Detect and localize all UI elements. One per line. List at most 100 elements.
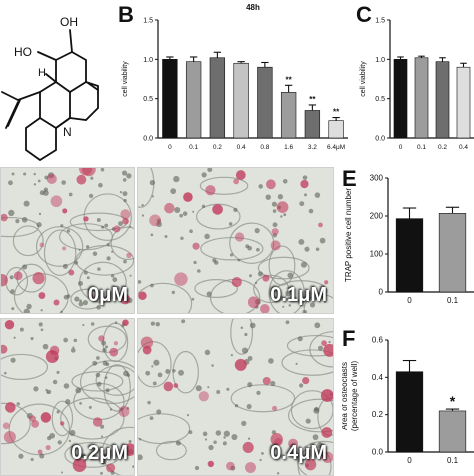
cell-debris xyxy=(268,358,274,364)
chart-b-category-label: 1.6 xyxy=(284,144,293,151)
cell-outline xyxy=(35,226,84,267)
cell-debris xyxy=(150,283,154,288)
cell-debris xyxy=(42,343,49,350)
cell-debris xyxy=(33,172,36,176)
cell-debris xyxy=(46,435,52,441)
cell-outline xyxy=(230,384,296,413)
cell-debris xyxy=(246,404,252,410)
cell-outline xyxy=(199,176,249,195)
cell-debris xyxy=(241,347,249,354)
trap-stain xyxy=(45,444,51,451)
trap-stain xyxy=(126,252,132,259)
trap-stain xyxy=(1,273,8,287)
cell-debris xyxy=(193,260,197,265)
cell-debris xyxy=(86,276,90,280)
micrograph-background xyxy=(138,319,333,475)
cell-debris xyxy=(138,454,143,461)
cell-debris xyxy=(57,440,62,445)
cell-debris xyxy=(280,215,283,218)
trap-stain xyxy=(76,174,87,185)
cell-debris xyxy=(141,204,144,207)
cell-debris xyxy=(304,193,308,197)
trap-stain xyxy=(118,406,130,418)
cell-debris xyxy=(271,201,277,207)
trap-stain xyxy=(205,185,216,196)
cell-debris xyxy=(128,440,132,444)
cell-outline xyxy=(71,371,124,392)
cell-debris xyxy=(37,179,41,183)
cell-outline xyxy=(288,398,333,433)
cell-debris xyxy=(223,436,226,439)
chart-f-y-tick-label: 0.0 xyxy=(372,448,384,457)
cell-debris xyxy=(245,244,250,249)
cell-outline xyxy=(200,236,264,261)
hydrogen-label: H xyxy=(38,67,46,79)
trap-stain xyxy=(122,319,129,326)
chart-b-significance: ** xyxy=(333,108,340,117)
chart-c-category-label: 0.2 xyxy=(438,144,447,151)
chart-f-bar xyxy=(438,410,467,453)
cell-debris xyxy=(96,381,102,387)
chart-f-y-tick-label: 0.2 xyxy=(372,410,384,419)
trap-stain xyxy=(265,179,276,190)
cell-debris xyxy=(110,274,115,278)
cell-debris xyxy=(61,471,64,474)
trap-stain xyxy=(233,178,239,185)
cell-outline xyxy=(43,229,77,276)
chart-c-bar xyxy=(456,66,471,139)
trap-stain xyxy=(271,228,279,236)
cell-debris xyxy=(90,322,95,326)
chart-c-y-tick-label: 0.5 xyxy=(375,96,385,103)
cell-debris xyxy=(202,431,208,437)
cell-debris xyxy=(118,221,123,226)
cell-outline xyxy=(281,349,333,376)
chart-c-y-tick-label: 1.0 xyxy=(375,57,385,64)
cell-debris xyxy=(126,407,130,410)
cell-debris xyxy=(104,376,108,380)
cell-debris xyxy=(315,247,320,251)
cell-debris xyxy=(276,472,280,475)
trap-stain xyxy=(140,336,154,349)
cell-outline xyxy=(155,440,187,461)
chart-b-y-tick-label: 1.0 xyxy=(143,57,153,64)
cell-debris xyxy=(293,451,298,455)
trap-stain xyxy=(270,240,281,251)
cell-debris xyxy=(171,290,175,295)
cell-debris xyxy=(211,364,214,367)
cell-outline xyxy=(110,226,134,261)
cell-debris xyxy=(52,379,58,385)
cell-debris xyxy=(126,373,131,377)
cell-debris xyxy=(272,222,278,228)
chart-f-y-label: Area of osteoclasts(percentage of well) xyxy=(342,361,359,432)
cell-debris xyxy=(8,209,15,217)
cell-debris xyxy=(83,270,88,275)
cell-debris xyxy=(323,300,326,303)
cell-debris xyxy=(105,362,110,367)
trap-stain xyxy=(247,296,260,309)
cell-debris xyxy=(68,192,73,197)
cell-debris xyxy=(237,258,241,262)
trap-stain xyxy=(92,417,103,427)
cell-debris xyxy=(114,285,120,291)
cell-debris xyxy=(157,372,163,378)
cell-debris xyxy=(314,322,321,329)
cell-debris xyxy=(96,218,101,222)
chart-f-category-label: 0 xyxy=(407,456,412,465)
chart-b-significance: ** xyxy=(309,95,316,104)
cell-debris xyxy=(90,176,94,180)
cell-debris xyxy=(153,359,160,366)
cell-debris xyxy=(254,227,260,234)
micrograph-label-0um: 0μM xyxy=(87,284,128,306)
cell-debris xyxy=(122,178,127,182)
trap-stain xyxy=(39,242,45,248)
trap-stain xyxy=(50,195,63,208)
chart-e-category-label: 0 xyxy=(407,296,412,305)
cell-debris xyxy=(8,180,13,186)
cell-debris xyxy=(78,301,84,307)
cell-debris xyxy=(109,408,113,411)
cell-debris xyxy=(33,183,37,186)
chemical-structure: OH HO H N xyxy=(1,15,99,162)
chart-c-bar xyxy=(414,57,429,139)
trap-stain xyxy=(1,213,8,222)
trap-stain xyxy=(37,449,43,455)
